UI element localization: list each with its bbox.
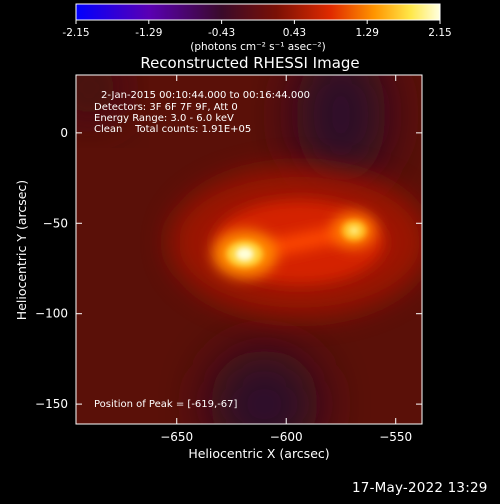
colorbar-ticks: -2.15 -1.29 -0.43 0.43 1.29 2.15 <box>62 20 452 39</box>
chart-title: Reconstructed RHESSI Image <box>140 54 359 72</box>
colorbar-gradient <box>75 3 441 21</box>
x-tick-label: −650 <box>160 430 193 444</box>
y-tick-label: −100 <box>35 307 68 321</box>
colorbar-tick-label: 0.43 <box>283 27 306 39</box>
colorbar-tick-label: -1.29 <box>135 27 162 39</box>
dark-lobe-bottom <box>209 349 320 424</box>
y-tick-label: 0 <box>60 126 68 140</box>
y-tick-label: −50 <box>43 216 68 230</box>
x-tick-label: −550 <box>379 430 412 444</box>
heatmap-emission <box>76 75 422 424</box>
heatmap-image <box>76 75 422 424</box>
annotation-block: 2-Jan-2015 00:10:44.000 to 00:16:44.000 … <box>94 90 310 135</box>
plot-frame <box>75 74 423 425</box>
colorbar-unit: (photons cm⁻² s⁻¹ asec⁻²) <box>190 41 325 53</box>
annotation-energy-range: Energy Range: 3.0 - 6.0 keV <box>94 113 234 124</box>
dark-lobe-top <box>295 75 386 185</box>
peak-position-label: Position of Peak = [-619,-67] <box>94 399 238 410</box>
x-tick-label: −600 <box>270 430 303 444</box>
colorbar-tick-label: -2.15 <box>62 27 89 39</box>
timestamp: 17-May-2022 13:29 <box>352 480 488 496</box>
colorbar-tick-label: 1.29 <box>356 27 379 39</box>
source-2-peak <box>349 226 360 235</box>
colorbar-tick-label: -0.43 <box>208 27 235 39</box>
y-tick-label: −150 <box>35 397 68 411</box>
axis-ticks: −650 −600 −550 0 −50 −100 −150 <box>35 75 422 444</box>
source-1-peak <box>235 247 254 262</box>
colorbar-tick-label: 2.15 <box>428 27 451 39</box>
annotation-detectors: Detectors: 3F 6F 7F 9F, Att 0 <box>94 102 238 113</box>
y-axis-label: Heliocentric Y (arcsec) <box>14 180 29 320</box>
dark-lobe-corner <box>76 75 120 118</box>
x-axis-label: Heliocentric X (arcsec) <box>188 446 329 461</box>
annotation-clean-counts: Clean Total counts: 1.91E+05 <box>94 124 251 135</box>
colorbar: -2.15 -1.29 -0.43 0.43 1.29 2.15 (photons cm⁻… <box>62 3 452 53</box>
annotation-time-range: 2-Jan-2015 00:10:44.000 to 00:16:44.000 <box>101 90 310 101</box>
